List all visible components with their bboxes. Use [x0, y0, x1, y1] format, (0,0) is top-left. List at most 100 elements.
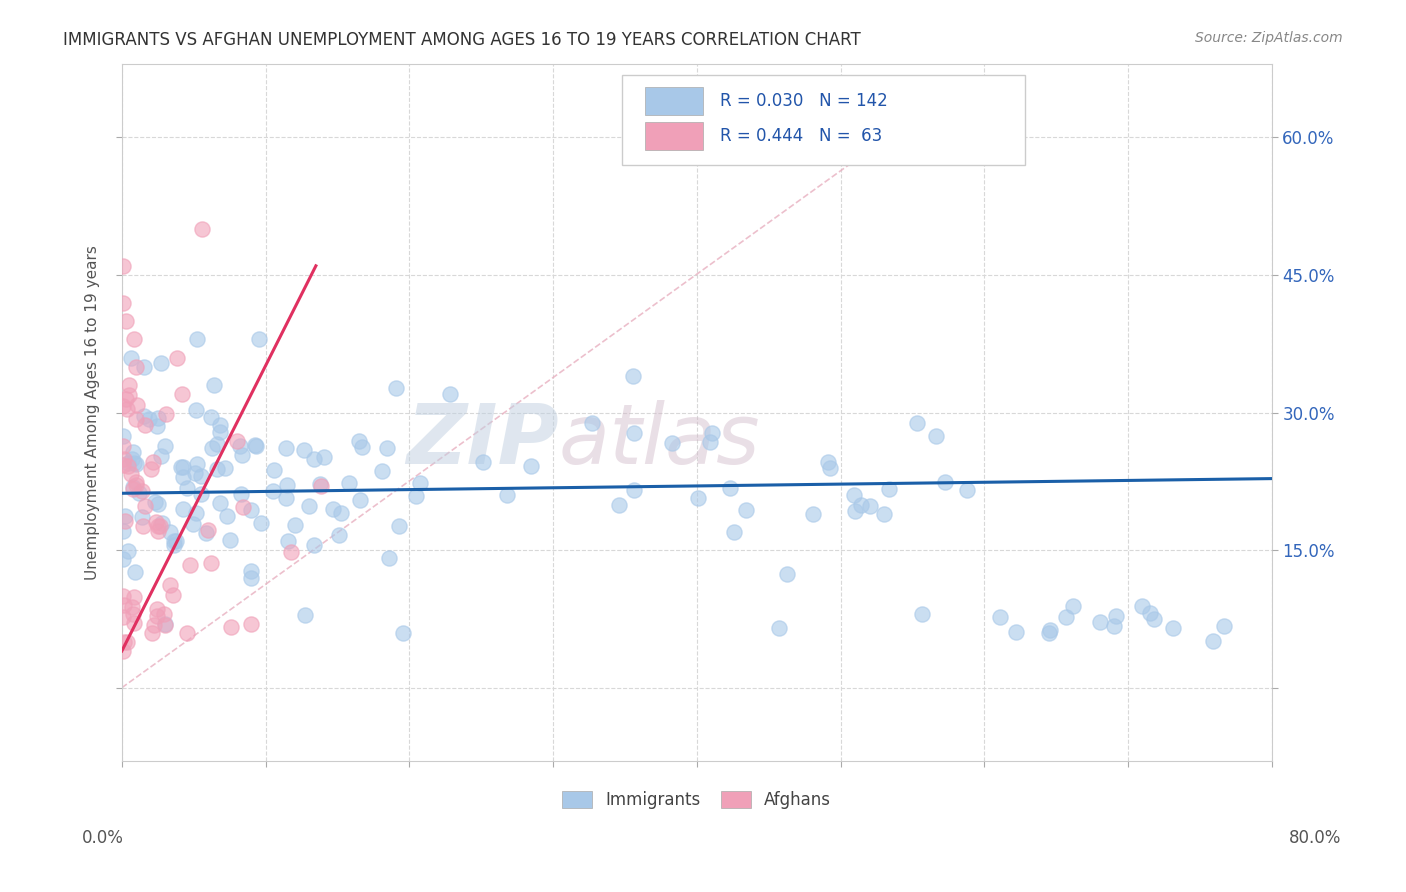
Point: [121, 467, 143, 481]
Point: [112, 610, 135, 624]
Point: [388, 519, 411, 533]
Point: [170, 387, 193, 401]
Point: [309, 477, 332, 491]
Point: [385, 381, 408, 395]
Point: [115, 635, 138, 649]
Point: [115, 401, 138, 416]
Point: [818, 461, 841, 475]
Point: [146, 418, 169, 433]
Point: [877, 482, 900, 496]
Point: [350, 440, 373, 454]
Point: [859, 499, 882, 513]
Point: [276, 478, 298, 492]
Point: [114, 514, 136, 528]
Point: [132, 519, 155, 533]
Point: [112, 295, 135, 310]
Point: [201, 442, 224, 456]
Point: [152, 607, 174, 622]
Point: [125, 478, 148, 492]
Point: [139, 461, 162, 475]
Point: [471, 455, 494, 469]
Point: [122, 456, 145, 470]
Point: [146, 411, 169, 425]
FancyBboxPatch shape: [645, 87, 703, 115]
Point: [155, 407, 177, 421]
Point: [274, 491, 297, 505]
Point: [149, 518, 172, 533]
Point: [232, 500, 254, 514]
Point: [263, 462, 285, 476]
Point: [141, 625, 163, 640]
Text: ZIP: ZIP: [406, 400, 558, 481]
Point: [408, 475, 430, 490]
Point: [120, 351, 142, 365]
Point: [207, 437, 229, 451]
Point: [956, 483, 979, 498]
Point: [911, 607, 934, 622]
Point: [231, 487, 253, 501]
Point: [114, 451, 136, 466]
Point: [686, 491, 709, 505]
Point: [166, 351, 188, 365]
Point: [122, 332, 145, 346]
Point: [117, 544, 139, 558]
Text: 80.0%: 80.0%: [1288, 829, 1341, 847]
Point: [146, 524, 169, 538]
Point: [322, 501, 344, 516]
Point: [163, 534, 186, 549]
Point: [112, 598, 135, 612]
Point: [623, 426, 645, 441]
Point: [250, 516, 273, 530]
Point: [934, 475, 956, 489]
Point: [190, 469, 212, 483]
Point: [146, 608, 169, 623]
Point: [145, 515, 167, 529]
Point: [1039, 623, 1062, 637]
Point: [801, 507, 824, 521]
Point: [292, 442, 315, 457]
Point: [112, 635, 135, 649]
Point: [183, 466, 205, 480]
Point: [274, 441, 297, 455]
Text: IMMIGRANTS VS AFGHAN UNEMPLOYMENT AMONG AGES 16 TO 19 YEARS CORRELATION CHART: IMMIGRANTS VS AFGHAN UNEMPLOYMENT AMONG …: [63, 31, 860, 49]
Point: [229, 439, 252, 453]
Point: [176, 625, 198, 640]
Point: [125, 412, 148, 426]
FancyBboxPatch shape: [645, 122, 703, 150]
Point: [191, 222, 214, 236]
Point: [240, 503, 263, 517]
Point: [181, 517, 204, 532]
Point: [925, 428, 948, 442]
Point: [121, 600, 143, 615]
Point: [184, 402, 207, 417]
Point: [302, 451, 325, 466]
Point: [219, 533, 242, 547]
Point: [153, 616, 176, 631]
Point: [702, 425, 724, 440]
Point: [519, 458, 541, 473]
Point: [209, 425, 232, 440]
Point: [1139, 606, 1161, 620]
Point: [112, 259, 135, 273]
Point: [131, 510, 153, 524]
Point: [114, 314, 136, 328]
Point: [117, 387, 139, 401]
Point: [125, 397, 148, 411]
Point: [195, 525, 218, 540]
Point: [117, 456, 139, 470]
Point: [277, 533, 299, 548]
Point: [1062, 599, 1084, 614]
FancyBboxPatch shape: [621, 75, 1025, 165]
Point: [128, 486, 150, 500]
Point: [146, 497, 169, 511]
Point: [145, 601, 167, 615]
Text: R = 0.444   N =  63: R = 0.444 N = 63: [720, 127, 882, 145]
Point: [723, 525, 745, 540]
Point: [131, 483, 153, 498]
Point: [122, 482, 145, 496]
Legend: Immigrants, Afghans: Immigrants, Afghans: [555, 784, 838, 815]
Point: [661, 436, 683, 450]
Point: [121, 607, 143, 622]
Point: [375, 441, 398, 455]
Point: [621, 368, 644, 383]
